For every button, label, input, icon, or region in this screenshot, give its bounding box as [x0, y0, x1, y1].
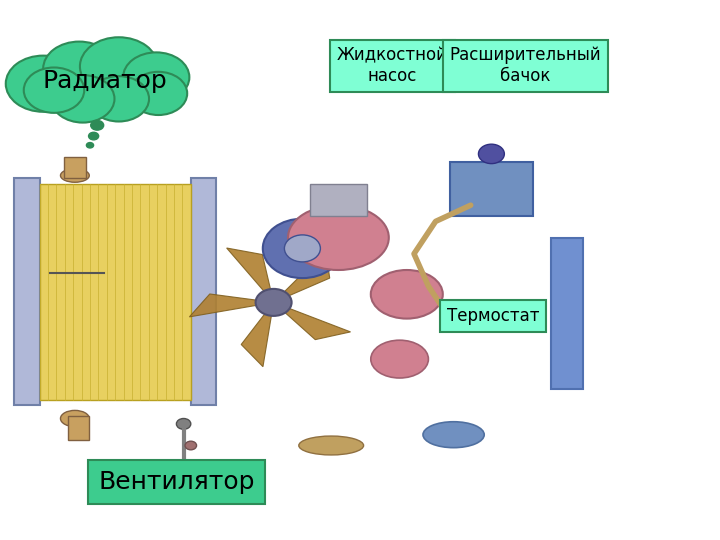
Circle shape [43, 42, 115, 96]
Circle shape [478, 144, 504, 164]
Circle shape [24, 68, 84, 113]
Circle shape [89, 76, 149, 122]
Ellipse shape [371, 340, 428, 378]
Circle shape [130, 72, 187, 115]
FancyBboxPatch shape [191, 178, 216, 405]
Polygon shape [227, 248, 274, 302]
FancyBboxPatch shape [310, 184, 367, 216]
Ellipse shape [371, 270, 443, 319]
FancyBboxPatch shape [40, 184, 191, 400]
Circle shape [91, 120, 104, 130]
Circle shape [176, 418, 191, 429]
FancyBboxPatch shape [64, 157, 86, 178]
Text: Жидкостной
насос: Жидкостной насос [337, 46, 448, 85]
Text: Расширительный
бачок: Расширительный бачок [450, 46, 601, 85]
Text: Радиатор: Радиатор [42, 69, 167, 93]
Circle shape [51, 75, 114, 123]
FancyBboxPatch shape [68, 416, 89, 440]
Polygon shape [189, 294, 274, 317]
Circle shape [6, 56, 81, 112]
FancyBboxPatch shape [14, 178, 40, 405]
Circle shape [284, 235, 320, 262]
FancyBboxPatch shape [551, 238, 583, 389]
Polygon shape [241, 302, 274, 367]
Ellipse shape [60, 169, 89, 183]
Ellipse shape [288, 205, 389, 270]
Circle shape [263, 219, 342, 278]
Circle shape [80, 37, 158, 96]
Circle shape [89, 132, 99, 140]
Ellipse shape [60, 410, 89, 427]
Ellipse shape [299, 436, 364, 455]
Ellipse shape [423, 422, 485, 448]
Polygon shape [274, 302, 351, 340]
Circle shape [185, 441, 197, 450]
Polygon shape [274, 251, 330, 302]
Circle shape [86, 143, 94, 148]
FancyBboxPatch shape [450, 162, 533, 216]
Circle shape [123, 52, 189, 102]
Circle shape [256, 289, 292, 316]
Text: Термостат: Термостат [447, 307, 539, 325]
Text: Вентилятор: Вентилятор [98, 470, 255, 494]
